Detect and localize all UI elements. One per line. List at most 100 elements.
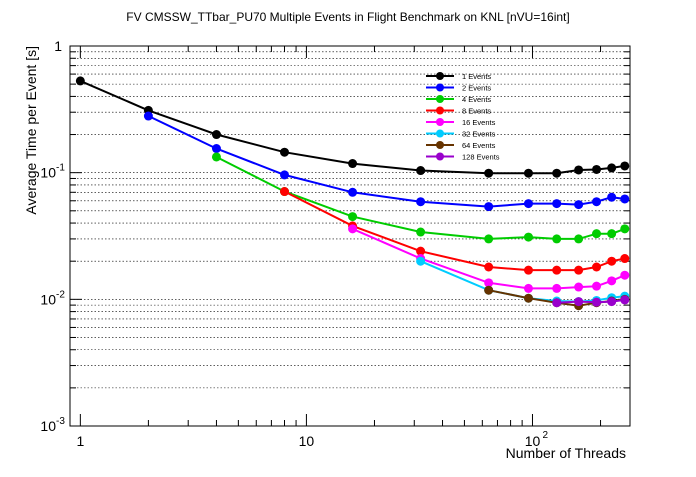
data-point [592, 229, 602, 239]
legend-marker [436, 72, 444, 80]
data-point [607, 163, 617, 173]
legend-marker [436, 129, 444, 138]
data-point [574, 282, 584, 292]
series-2-events [143, 111, 630, 212]
data-point [620, 161, 630, 171]
data-point [484, 285, 494, 295]
data-point [484, 234, 494, 244]
legend-label: 1 Events [462, 72, 491, 81]
data-point [348, 159, 358, 169]
data-point [592, 297, 602, 307]
data-point [523, 168, 533, 178]
legend-marker [436, 141, 444, 149]
data-point [552, 298, 562, 308]
axes: 1 10 10 210 -310 -210 -11 [40, 38, 631, 449]
data-point [574, 234, 584, 244]
data-point [592, 262, 602, 272]
data-point [211, 144, 221, 154]
legend-entry: 8 Events [426, 106, 491, 116]
data-point [523, 232, 533, 242]
legend-entry: 4 Events [426, 95, 491, 104]
y-tick-label-exponent: -3 [56, 416, 65, 427]
data-point [620, 270, 630, 280]
data-point [523, 199, 533, 209]
data-point [552, 283, 562, 293]
series-line [284, 190, 626, 272]
data-point [484, 168, 494, 178]
y-tick-label-exponent: -1 [56, 163, 65, 174]
data-point [348, 187, 358, 197]
data-point [348, 224, 358, 234]
x-tick-label: 10 [525, 433, 541, 449]
data-point [574, 297, 584, 307]
data-point [620, 194, 630, 204]
y-tick-label: 10 [40, 418, 56, 434]
data-point [416, 246, 426, 256]
data-point [348, 212, 358, 222]
data-point [416, 197, 426, 207]
x-tick-label: 10 [299, 433, 315, 449]
data-point [416, 256, 426, 266]
data-point [280, 187, 290, 197]
legend-entry: 16 Events [426, 118, 496, 127]
data-point [484, 202, 494, 212]
data-point [607, 297, 617, 307]
legend-label: 8 Events [462, 107, 491, 116]
data-point [552, 234, 562, 244]
legend-marker [436, 152, 444, 161]
data-point [607, 192, 617, 202]
data-point [552, 265, 562, 275]
x-tick-label-exponent: 2 [542, 430, 548, 441]
plot-frame [69, 45, 631, 427]
data-point [552, 168, 562, 178]
data-point [620, 254, 630, 264]
data-point [607, 229, 617, 239]
data-point [574, 200, 584, 210]
legend-marker [436, 83, 444, 92]
data-point [280, 170, 290, 180]
series-8-events [280, 187, 630, 275]
legend-label: 16 Events [462, 118, 496, 127]
chart-title: FV CMSSW_TTbar_PU70 Multiple Events in F… [126, 10, 569, 24]
data-point [416, 166, 426, 176]
x-tick-label: 1 [76, 433, 84, 449]
legend-label: 4 Events [462, 95, 491, 104]
legend-entry: 1 Events [426, 72, 491, 81]
legend-label: 2 Events [462, 84, 491, 93]
series-1-events [75, 76, 630, 178]
legend-entry: 32 Events [426, 129, 496, 139]
y-tick-label-exponent: -2 [56, 289, 65, 300]
grid-lines [70, 45, 630, 427]
data-point [211, 130, 221, 140]
data-point [620, 295, 630, 305]
data-point [523, 293, 533, 303]
legend-marker [436, 106, 444, 115]
y-tick-label: 1 [54, 38, 62, 54]
data-point [484, 262, 494, 272]
y-axis-label: Average Time per Event [s] [23, 46, 39, 215]
data-point [75, 76, 85, 86]
data-point [574, 265, 584, 275]
data-point [143, 111, 153, 121]
legend-marker [436, 95, 444, 103]
data-point [607, 276, 617, 286]
data-point [523, 265, 533, 275]
x-axis-label: Number of Threads [506, 445, 626, 461]
data-point [523, 283, 533, 293]
legend-entry: 64 Events [426, 141, 496, 150]
data-point [620, 224, 630, 234]
series-128-events [552, 295, 630, 308]
data-point [484, 278, 494, 288]
legend-label: 64 Events [462, 141, 496, 150]
data-point [280, 147, 290, 157]
y-tick-label: 10 [40, 165, 56, 181]
legend-entry: 128 Events [426, 152, 500, 162]
data-point [552, 199, 562, 209]
data-point [592, 164, 602, 174]
legend-label: 128 Events [462, 153, 500, 162]
series-lines [75, 76, 630, 311]
data-point [607, 256, 617, 266]
legend-marker [436, 118, 444, 126]
